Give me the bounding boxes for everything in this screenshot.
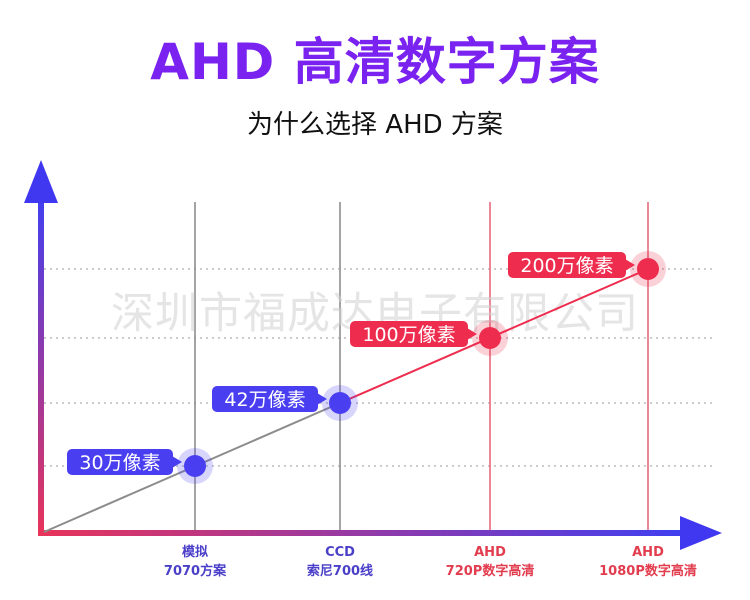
data-label-text: 42万像素 bbox=[224, 389, 305, 411]
y-axis bbox=[38, 195, 44, 535]
data-label-box bbox=[508, 252, 626, 278]
data-callouts: 30万像素 42万像素 100万像素 200万像素 bbox=[67, 252, 635, 475]
data-label: 100万像素 bbox=[350, 321, 477, 347]
data-label-box bbox=[212, 386, 318, 412]
x-tick-label-bottom: 1080P数字高清 bbox=[599, 563, 697, 579]
data-label-pointer bbox=[172, 456, 182, 468]
x-tick-label-top: CCD bbox=[325, 545, 355, 560]
data-label: 200万像素 bbox=[508, 252, 635, 278]
x-axis bbox=[38, 530, 688, 536]
data-label-box bbox=[67, 449, 173, 475]
page-title: AHD 高清数字方案 bbox=[150, 33, 600, 91]
data-point bbox=[329, 392, 351, 414]
data-label-text: 100万像素 bbox=[362, 324, 455, 346]
vertical-gridlines bbox=[194, 202, 649, 532]
data-markers bbox=[177, 251, 666, 484]
y-axis-arrow-icon bbox=[24, 160, 58, 203]
data-point bbox=[184, 455, 206, 477]
data-label-pointer bbox=[317, 393, 327, 405]
data-label-pointer bbox=[467, 328, 477, 340]
data-label-text: 30万像素 bbox=[79, 452, 160, 474]
data-label-pointer bbox=[625, 259, 635, 271]
data-label-text: 200万像素 bbox=[520, 255, 613, 277]
x-tick-labels: 模拟 7070方案 CCD 索尼700线 AHD 720P数字高清 AHD 1080P数字高清 bbox=[164, 544, 697, 579]
data-label-box bbox=[350, 321, 468, 347]
x-tick-label-bottom: 7070方案 bbox=[164, 563, 227, 579]
data-label: 30万像素 bbox=[67, 449, 182, 475]
x-tick-label-bottom: 索尼700线 bbox=[307, 563, 373, 579]
x-tick-label-top: AHD bbox=[632, 545, 664, 560]
x-axis-arrow-icon bbox=[680, 516, 722, 550]
page-subtitle: 为什么选择 AHD 方案 bbox=[247, 110, 503, 140]
data-label: 42万像素 bbox=[212, 386, 327, 412]
x-tick-label-top: AHD bbox=[474, 545, 506, 560]
x-tick-label-top: 模拟 bbox=[182, 544, 208, 560]
data-point bbox=[637, 258, 659, 280]
data-point bbox=[479, 327, 501, 349]
x-tick-label-bottom: 720P数字高清 bbox=[446, 563, 535, 579]
